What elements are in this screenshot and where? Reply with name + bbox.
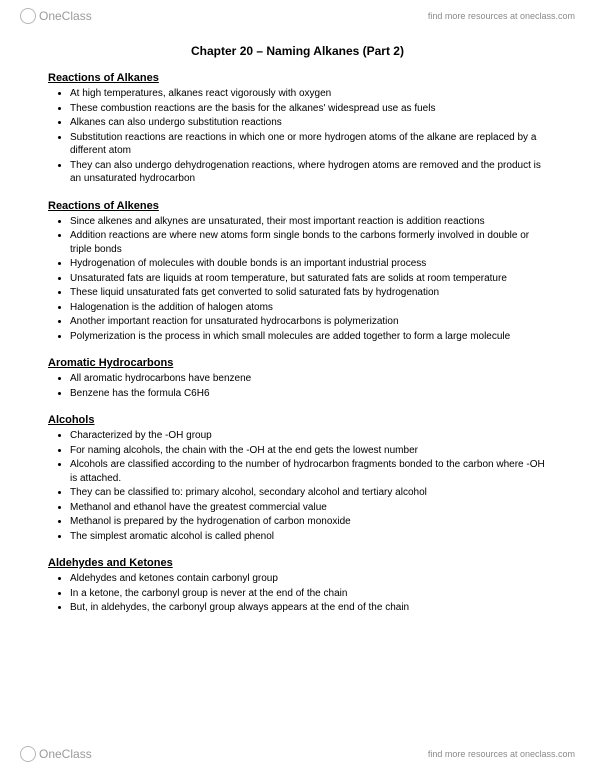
list-item: Alcohols are classified according to the…: [70, 458, 547, 485]
section-heading: Aromatic Hydrocarbons: [48, 357, 547, 369]
list-item: Hydrogenation of molecules with double b…: [70, 257, 547, 271]
list-item: Benzene has the formula C6H6: [70, 387, 547, 401]
list-item: These combustion reactions are the basis…: [70, 102, 547, 116]
list-item: Another important reaction for unsaturat…: [70, 315, 547, 329]
brand-name: OneClass: [39, 9, 92, 23]
list-item: The simplest aromatic alcohol is called …: [70, 530, 547, 544]
list-item: Methanol is prepared by the hydrogenatio…: [70, 515, 547, 529]
list-item: But, in aldehydes, the carbonyl group al…: [70, 601, 547, 615]
list-item: These liquid unsaturated fats get conver…: [70, 286, 547, 300]
list-item: Addition reactions are where new atoms f…: [70, 229, 547, 256]
section-heading: Aldehydes and Ketones: [48, 557, 547, 569]
section-heading: Reactions of Alkanes: [48, 72, 547, 84]
brand-logo: OneClass: [20, 8, 92, 24]
brand-name-footer: OneClass: [39, 747, 92, 761]
header-tagline: find more resources at oneclass.com: [428, 11, 575, 21]
list-item: Halogenation is the addition of halogen …: [70, 301, 547, 315]
list-item: Unsaturated fats are liquids at room tem…: [70, 272, 547, 286]
footer-tagline: find more resources at oneclass.com: [428, 749, 575, 759]
list-item: At high temperatures, alkanes react vigo…: [70, 87, 547, 101]
section-list: Since alkenes and alkynes are unsaturate…: [48, 215, 547, 344]
list-item: Characterized by the -OH group: [70, 429, 547, 443]
section-heading: Reactions of Alkenes: [48, 200, 547, 212]
list-item: For naming alcohols, the chain with the …: [70, 444, 547, 458]
list-item: Methanol and ethanol have the greatest c…: [70, 501, 547, 515]
list-item: All aromatic hydrocarbons have benzene: [70, 372, 547, 386]
document-title: Chapter 20 – Naming Alkanes (Part 2): [48, 44, 547, 58]
list-item: Substitution reactions are reactions in …: [70, 131, 547, 158]
logo-circle-icon: [20, 746, 36, 762]
section-heading: Alcohols: [48, 414, 547, 426]
logo-circle-icon: [20, 8, 36, 24]
section-list: At high temperatures, alkanes react vigo…: [48, 87, 547, 186]
list-item: They can also undergo dehydrogenation re…: [70, 159, 547, 186]
section-list: Aldehydes and ketones contain carbonyl g…: [48, 572, 547, 615]
list-item: Alkanes can also undergo substitution re…: [70, 116, 547, 130]
footer-bar: OneClass find more resources at oneclass…: [0, 738, 595, 770]
list-item: Polymerization is the process in which s…: [70, 330, 547, 344]
list-item: Aldehydes and ketones contain carbonyl g…: [70, 572, 547, 586]
header-bar: OneClass find more resources at oneclass…: [0, 0, 595, 32]
section-list: Characterized by the -OH groupFor naming…: [48, 429, 547, 543]
brand-logo-footer: OneClass: [20, 746, 92, 762]
list-item: Since alkenes and alkynes are unsaturate…: [70, 215, 547, 229]
list-item: In a ketone, the carbonyl group is never…: [70, 587, 547, 601]
document-content: Chapter 20 – Naming Alkanes (Part 2) Rea…: [48, 0, 547, 615]
list-item: They can be classified to: primary alcoh…: [70, 486, 547, 500]
section-list: All aromatic hydrocarbons have benzeneBe…: [48, 372, 547, 400]
